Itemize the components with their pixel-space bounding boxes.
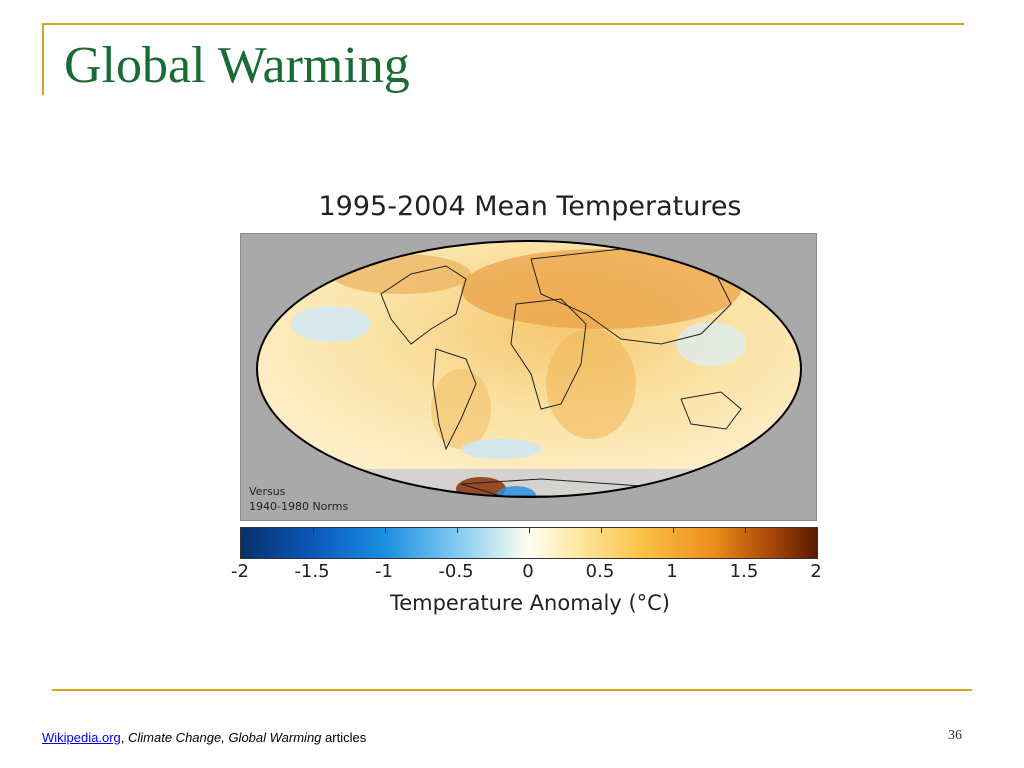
source-separator: , — [120, 730, 128, 745]
color-scale-tick — [313, 527, 314, 533]
baseline-note-line1: Versus — [249, 485, 286, 498]
color-scale-tick-label: -1.5 — [294, 561, 330, 582]
color-scale-tick-label: -1 — [375, 561, 393, 582]
color-scale-tick — [745, 527, 746, 533]
slide-frame-left-rule — [42, 23, 44, 95]
color-scale-tick-label: 0.5 — [585, 561, 615, 582]
source-suffix: articles — [321, 730, 367, 745]
color-scale-bar — [240, 527, 818, 559]
color-scale-tick-label: 2 — [810, 561, 822, 582]
footer-source: Wikipedia.org, Climate Change, Global Wa… — [42, 730, 366, 745]
color-scale-tick — [457, 527, 458, 533]
color-scale-tick-label: -0.5 — [438, 561, 474, 582]
color-scale-caption: Temperature Anomaly (°C) — [389, 591, 671, 615]
world-map-image — [256, 240, 802, 498]
color-scale-tick — [601, 527, 602, 533]
baseline-note: Versus 1940-1980 Norms — [249, 484, 348, 514]
slide-number: 36 — [948, 728, 962, 743]
color-scale-tick-label: -2 — [231, 561, 249, 582]
color-scale-tick-label: 1.5 — [729, 561, 759, 582]
map-panel: Versus 1940-1980 Norms — [240, 233, 817, 521]
color-scale-tick — [385, 527, 386, 533]
color-scale-tick — [817, 527, 818, 533]
color-scale-tick — [673, 527, 674, 533]
source-link[interactable]: Wikipedia.org — [42, 730, 121, 745]
color-scale-tick-label: 1 — [666, 561, 678, 582]
slide-title: Global Warming — [64, 37, 410, 94]
color-scale-tick-label: 0 — [522, 561, 534, 582]
source-topics: Climate Change, Global Warming — [128, 730, 322, 745]
color-scale-tick — [241, 527, 242, 533]
slide-frame-bottom-rule — [52, 689, 972, 691]
temperature-anomaly-figure: 1995-2004 Mean Temperatures — [230, 185, 830, 625]
slide-frame-top-rule — [42, 23, 964, 25]
map-title: 1995-2004 Mean Temperatures — [318, 191, 742, 222]
baseline-note-line2: 1940-1980 Norms — [249, 500, 349, 513]
color-scale-tick — [529, 527, 530, 533]
